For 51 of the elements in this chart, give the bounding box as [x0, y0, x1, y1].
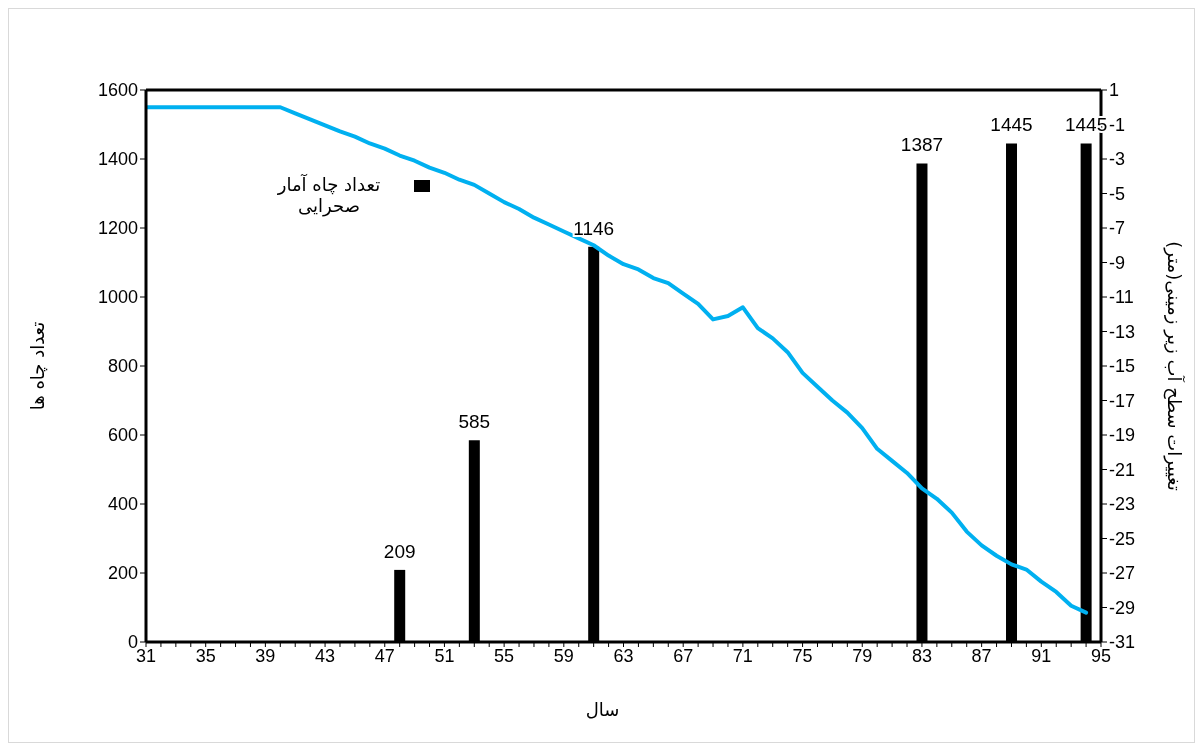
- x-tick-label: 39: [255, 645, 276, 666]
- x-tick-label: 47: [374, 645, 395, 666]
- x-tick-label: 55: [494, 645, 515, 666]
- x-tick-label: 59: [553, 645, 574, 666]
- x-tick-label: 95: [1090, 645, 1112, 666]
- x-tick-label: 75: [792, 645, 813, 666]
- x-tick-label: 43: [315, 645, 336, 666]
- y-axis-title: تعداد چاه ها: [26, 321, 48, 410]
- y2-tick-label: -21: [1109, 459, 1136, 480]
- y2-tick-label: -25: [1109, 528, 1136, 549]
- y-tick-label: 1400: [97, 149, 138, 170]
- x-tick-label: 67: [673, 645, 694, 666]
- y2-tick-label: -27: [1109, 563, 1136, 584]
- y2-tick-label: -23: [1109, 494, 1136, 515]
- y-tick-label: 800: [107, 356, 138, 377]
- y-tick-label: 1600: [97, 80, 138, 101]
- y2-tick-label: -29: [1109, 597, 1136, 618]
- data-label: 1387: [900, 134, 944, 156]
- data-label: 1445: [990, 114, 1033, 136]
- y-tick-label: 1200: [97, 218, 138, 239]
- y2-axis-title: تغییرات سطح آب زیر زمینی(متر): [1163, 240, 1185, 491]
- y2-tick-label: -5: [1109, 183, 1126, 204]
- x-tick-label: 51: [434, 645, 455, 666]
- data-label: 1146: [573, 217, 615, 239]
- x-tick-label: 63: [613, 645, 634, 666]
- y-tick-label: 600: [107, 425, 138, 446]
- y2-tick-label: -1: [1109, 114, 1126, 135]
- x-tick-label: 79: [852, 645, 873, 666]
- y2-tick-label: -9: [1109, 252, 1126, 273]
- y2-tick-label: -11: [1109, 287, 1134, 308]
- y2-tick-label: -7: [1109, 218, 1126, 239]
- y-tick-label: 1000: [97, 287, 138, 308]
- data-label: 209: [383, 540, 416, 562]
- y2-tick-label: -17: [1109, 390, 1136, 411]
- data-label: 585: [458, 411, 491, 433]
- y2-tick-label: -13: [1109, 321, 1136, 342]
- y-tick-label: 0: [127, 632, 138, 653]
- y2-tick-label: -3: [1109, 149, 1126, 170]
- x-tick-label: 35: [195, 645, 216, 666]
- y-tick-label: 400: [107, 494, 138, 515]
- y2-tick-label: -19: [1109, 425, 1136, 446]
- x-axis-title: سال: [584, 699, 621, 720]
- x-tick-label: 91: [1031, 645, 1052, 666]
- legend-label: تعداد چاه آمار صحرایی: [276, 174, 382, 216]
- y2-tick-label: 1: [1109, 80, 1120, 101]
- y2-tick-label: -15: [1109, 356, 1136, 377]
- y2-tick-label: -31: [1109, 632, 1136, 653]
- x-tick-label: 83: [911, 645, 932, 666]
- y-tick-label: 200: [107, 563, 138, 584]
- x-tick-label: 87: [971, 645, 992, 666]
- x-tick-label: 71: [732, 645, 753, 666]
